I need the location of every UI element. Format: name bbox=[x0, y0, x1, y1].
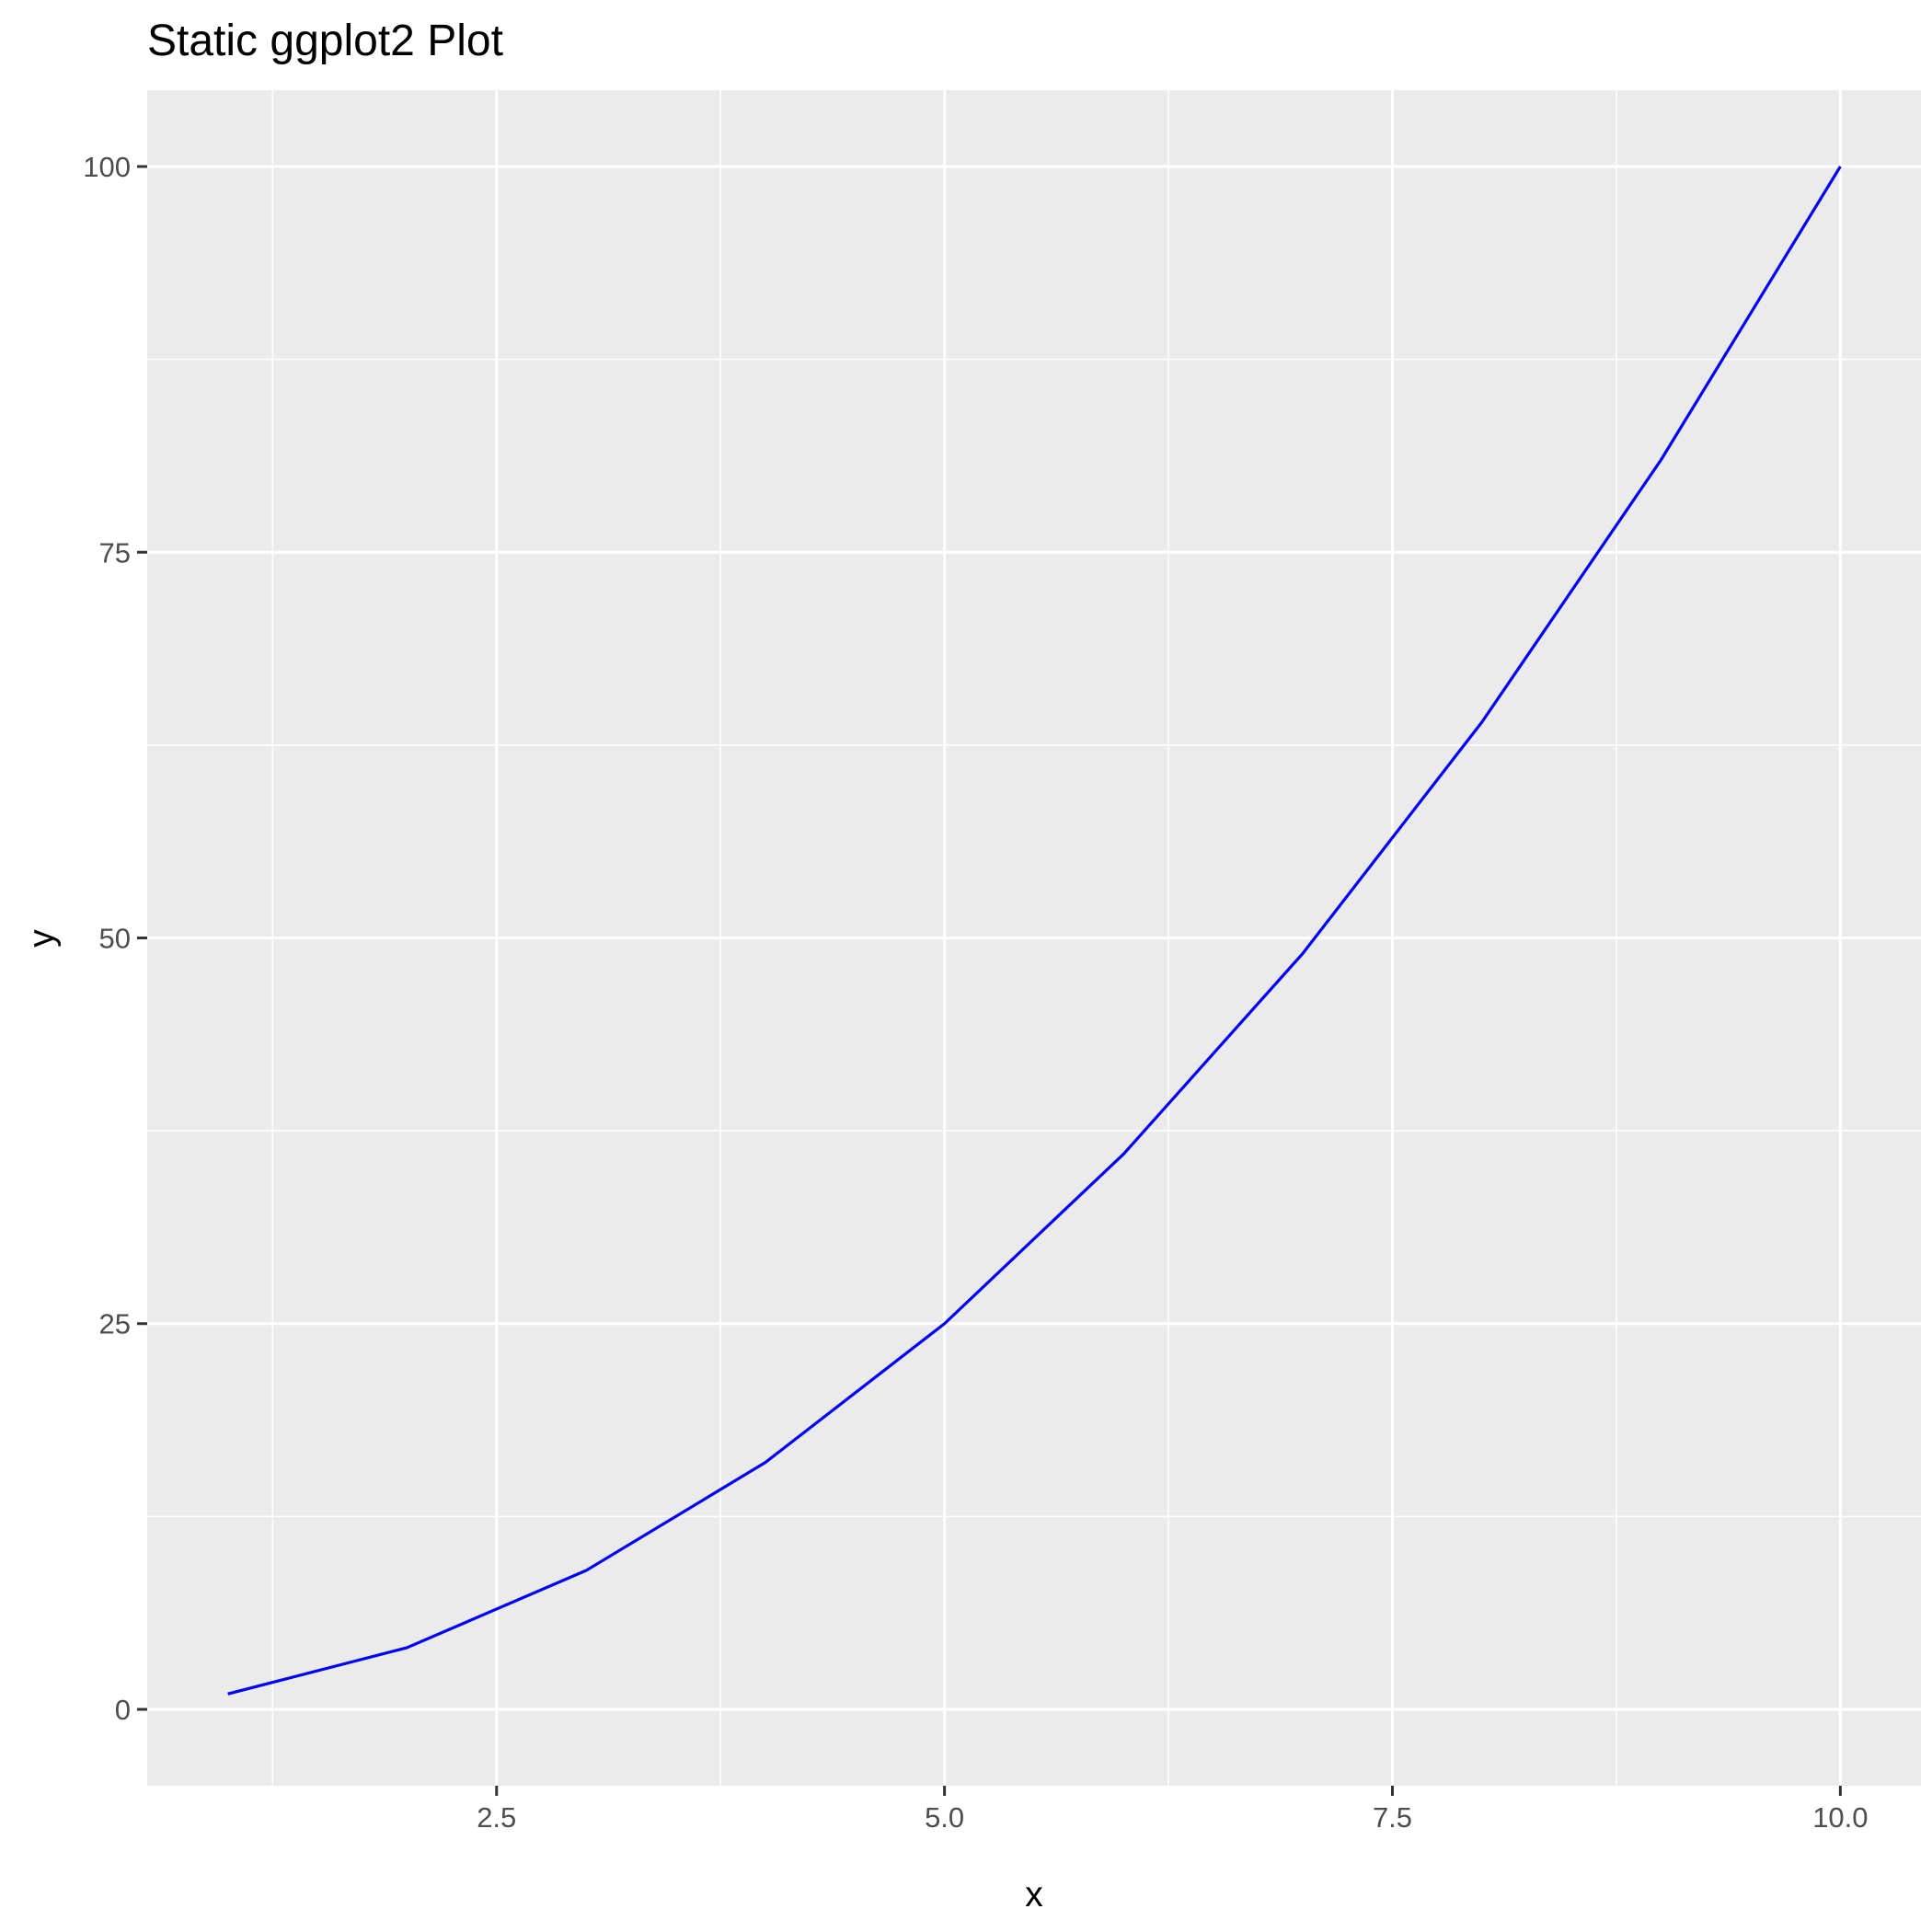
y-tick-label: 100 bbox=[83, 151, 131, 183]
chart-title: Static ggplot2 Plot bbox=[147, 17, 503, 65]
x-axis: 2.5 5.0 7.5 10.0 bbox=[477, 1786, 1869, 1834]
y-tick-label: 50 bbox=[99, 923, 131, 955]
y-tick-label: 75 bbox=[99, 536, 131, 569]
y-axis: 0 25 50 75 100 bbox=[83, 151, 147, 1726]
x-tick-label: 7.5 bbox=[1373, 1801, 1412, 1834]
major-gridlines bbox=[147, 90, 1921, 1786]
x-axis-title: x bbox=[1025, 1875, 1043, 1915]
y-tick-label: 0 bbox=[115, 1694, 131, 1726]
x-tick-label: 10.0 bbox=[1812, 1801, 1868, 1834]
x-tick-label: 5.0 bbox=[925, 1801, 964, 1834]
y-tick-label: 25 bbox=[99, 1308, 131, 1340]
series-layer bbox=[227, 166, 1842, 1696]
series-line bbox=[227, 166, 1842, 1696]
x-tick-label: 2.5 bbox=[477, 1801, 516, 1834]
y-axis-title: y bbox=[22, 929, 62, 948]
